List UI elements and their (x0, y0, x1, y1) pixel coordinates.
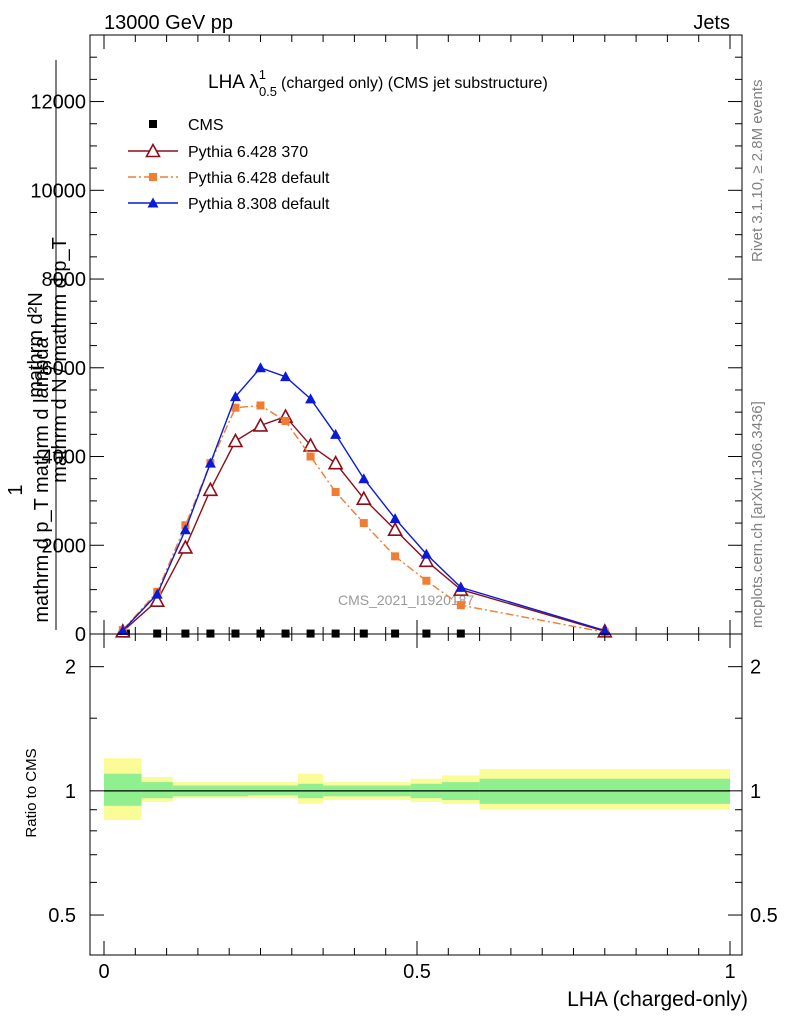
series-2-point (231, 403, 240, 412)
series-3-point (420, 548, 432, 559)
x-tick-label: 0.5 (403, 961, 431, 983)
ratio-frame (89, 633, 743, 956)
series-1-point (387, 521, 403, 537)
legend: CMS Pythia 6.428 370 Pythia 6.428 default P… (128, 117, 330, 213)
series-1-point (227, 432, 244, 448)
series-3-point (358, 473, 370, 484)
ratio-y-tick-label: 2 (65, 657, 76, 679)
series-3-point (229, 391, 241, 402)
series-2-point (359, 519, 368, 528)
x-axis-label: LHA (charged-only) (567, 988, 748, 1011)
series-2-point (306, 452, 315, 461)
series-3-point (117, 624, 129, 635)
series-3-point (255, 362, 266, 373)
ylabel-numerator-top: mathrm d²N (25, 292, 47, 398)
header-right: Jets (693, 12, 730, 34)
ylabel-denominator: mathrm d N / mathrm d p_T (49, 237, 71, 483)
x-tick-label: 0 (98, 961, 109, 983)
x-tick-label: 1 (724, 961, 735, 983)
legend-marker-3 (147, 197, 159, 208)
series-1-point (355, 490, 372, 505)
series-line-2 (122, 404, 605, 633)
ratio-bands (104, 758, 730, 820)
series-line-1 (122, 415, 605, 632)
rivet-label: Rivet 3.1.10, ≥ 2.8M events (749, 80, 766, 263)
series-line-3 (122, 366, 606, 632)
series-3-point (204, 457, 216, 468)
series-2-point (456, 601, 465, 610)
ylabel-numerator-bottom: mathrm d p_T mathrm d lambda (31, 336, 53, 622)
legend-label-0: CMS (188, 117, 224, 134)
y-axis-label: mathrm d²N mathrm d p_T mathrm d lambda … (5, 60, 71, 630)
y-tick-label: 2000 (42, 535, 87, 557)
series-2-point (281, 417, 290, 426)
series-3-point (305, 393, 317, 404)
legend-label-3: Pythia 8.308 default (188, 196, 330, 213)
stat-band-bin (104, 773, 142, 806)
ratio-ylabel: Ratio to CMS (23, 748, 40, 837)
main-title: LHA λ1 0.5 (charged only) (CMS jet substru… (208, 67, 548, 99)
series-1-point (302, 437, 319, 452)
stat-band-bin (141, 782, 173, 799)
ratio-panel: 0.5 0.5 1 1 2 2 0 0.5 1 (48, 633, 778, 983)
y-tick-label: 10000 (30, 180, 86, 202)
series-2-point (422, 576, 431, 585)
y-tick-label: 4000 (42, 447, 87, 469)
series-3-point (151, 588, 163, 599)
header-left: 13000 GeV pp (104, 12, 233, 34)
series-1-point (418, 552, 435, 568)
ylabel-prefix: 1 (5, 484, 27, 495)
series-3-point (389, 513, 401, 524)
legend-label-1: Pythia 6.428 370 (188, 144, 308, 161)
ratio-y-tick-label: 0.5 (48, 905, 76, 927)
series-3-point (280, 371, 292, 382)
series-1-point (252, 417, 269, 432)
ratio-y-tick-label-right: 0.5 (750, 905, 778, 927)
series-2-point (256, 401, 265, 410)
y-tick-label: 0 (75, 624, 86, 646)
y-tick-label: 6000 (42, 358, 87, 380)
series-1-point (327, 454, 344, 470)
series-1-point (149, 592, 166, 608)
legend-marker-2 (149, 173, 157, 181)
analysis-watermark: CMS_2021_I1920187 (338, 592, 474, 608)
legend-marker-0 (149, 120, 157, 128)
series-1-point (202, 481, 219, 497)
series-3-point (330, 428, 342, 439)
series-2-point (331, 488, 340, 497)
ratio-y-tick-label: 1 (65, 781, 76, 803)
series-3 (117, 362, 611, 635)
y-tick-label: 8000 (42, 269, 87, 291)
legend-marker-1 (145, 142, 161, 158)
y-tick-label: 12000 (30, 92, 86, 114)
series-2-point (391, 552, 400, 561)
series-1-point (177, 539, 194, 554)
series-3-point (455, 581, 467, 592)
series-3-point (599, 624, 611, 635)
ratio-y-tick-label-right: 1 (750, 781, 761, 803)
ratio-y-tick-label-right: 2 (750, 657, 761, 679)
mcplots-label: mcplots.cern.ch [arXiv:1306.3436] (749, 401, 766, 628)
legend-label-2: Pythia 6.428 default (188, 170, 330, 187)
main-panel: 0 2000 4000 6000 8000 10000 12000 (30, 34, 743, 646)
series-3-point (179, 524, 191, 535)
